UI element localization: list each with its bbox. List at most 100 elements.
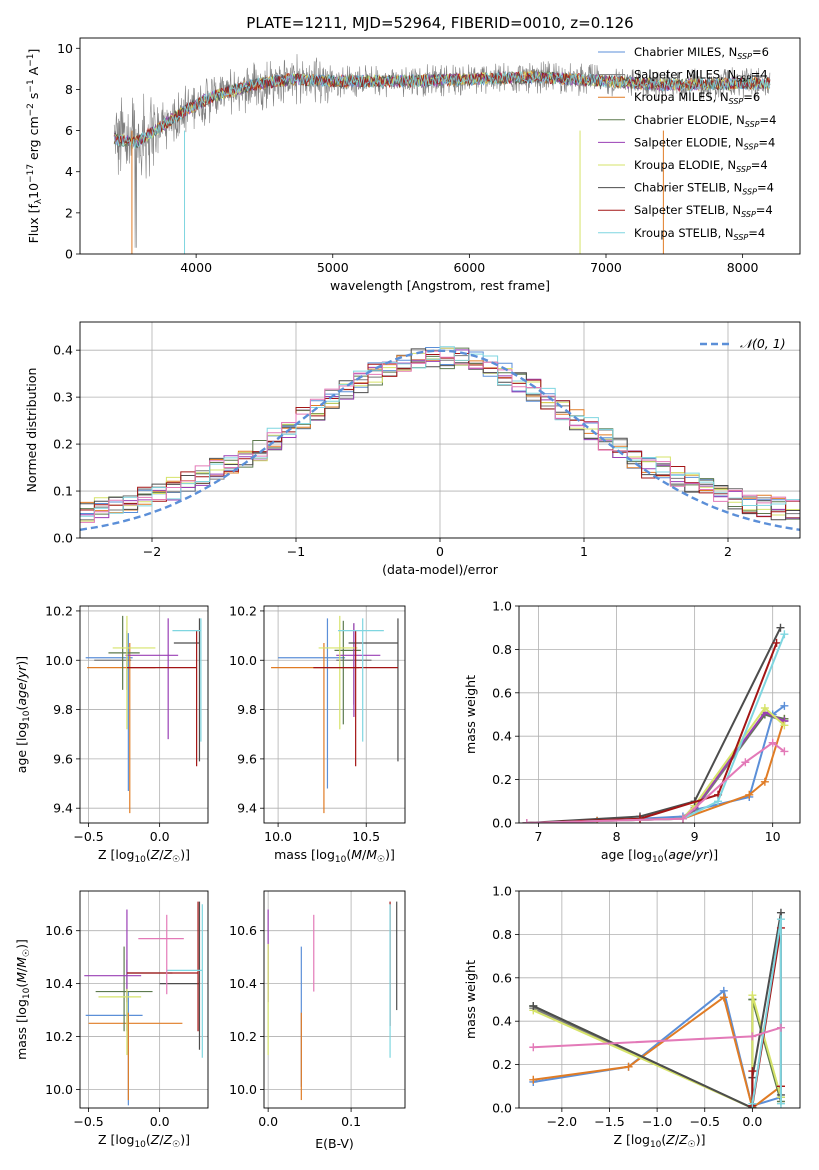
label-part: 10 — [22, 987, 32, 999]
legend-sub: SSP — [734, 233, 749, 242]
label-part: )] — [708, 847, 718, 862]
x-axis-label-ebv: E(B-V) — [315, 1136, 354, 1151]
plus-marker — [529, 1002, 538, 1011]
legend-entry: Kroupa MILES, NSSP=6 — [634, 90, 760, 106]
legend-entry: Kroupa ELODIE, NSSP=4 — [634, 158, 768, 174]
x-tick-label: 0.0 — [150, 829, 170, 844]
legend-sub: SSP — [736, 75, 751, 84]
x-tick-label: 8000 — [727, 260, 759, 275]
y-tick-label: 9.6 — [237, 751, 257, 766]
y-tick-label: 9.8 — [237, 702, 257, 717]
legend-n: =6 — [752, 45, 769, 59]
x-tick-label: 0.0 — [742, 1114, 762, 1129]
x-axis-label: Z [log10(Z/Z☉)] — [98, 1132, 190, 1150]
plus-marker — [748, 1032, 757, 1041]
panel-mass_vs_EBV: 0.0 0.1 10.0 10.2 10.4 10.6 — [229, 890, 406, 1129]
panel-residuals: −2 −1 0 1 2 0.0 0.1 0.2 0.3 0.4 𝒩(0, 1) (data-model… — [24, 321, 801, 577]
y-tick-label: 0.0 — [492, 1101, 512, 1116]
legend-entry: Kroupa STELIB, NSSP=4 — [634, 226, 765, 242]
y-tick-label: 9.6 — [53, 751, 73, 766]
x-axis-label: Z [log10(Z/Z☉)] — [613, 1132, 705, 1150]
label-part: ☉ — [688, 1140, 696, 1150]
legend-series-name: Salpeter STELIB, N — [634, 203, 741, 217]
legend-sub: SSP — [737, 52, 752, 61]
x-tick-label: 10.5 — [352, 829, 380, 844]
spectrum-model-line — [113, 70, 771, 149]
legend-entry: Chabrier MILES, NSSP=6 — [634, 45, 769, 61]
plot-area-mass_vs_Z — [80, 891, 208, 1108]
axes-frame — [79, 321, 801, 539]
label-part: Z [log — [613, 1132, 649, 1147]
label-part: ( — [146, 847, 151, 862]
plus-marker — [529, 1075, 538, 1084]
panel-spectrum: 4000 5000 6000 7000 8000 0 2 4 6 8 10 Chabrier MILE… — [26, 37, 801, 293]
legend-entry: Salpeter MILES, NSSP=4 — [634, 68, 768, 84]
x-tick-label: −1.5 — [594, 1114, 624, 1129]
x-tick-label: 9 — [691, 829, 699, 844]
legend-n: =4 — [756, 203, 773, 217]
label-part: / — [692, 847, 697, 862]
y-axis-label: mass weight — [463, 960, 478, 1039]
y-tick-label: 10.2 — [229, 603, 257, 618]
legend-entry: Salpeter ELODIE, NSSP=4 — [634, 135, 775, 151]
label-part: ] — [26, 49, 41, 54]
x-tick-label: 10.0 — [264, 829, 292, 844]
label-part: )] — [385, 847, 395, 862]
panel-massweight_vs_Z: −2.0 −1.5 −1.0 −0.5 0.0 0.0 0.2 0.4 0.6 0.8 1.0 Z [… — [463, 884, 801, 1150]
legend-n: =4 — [760, 113, 777, 127]
label-part: age [log — [14, 722, 29, 773]
plot-area-massweight_vs_Z — [519, 891, 800, 1108]
plus-marker — [760, 703, 769, 712]
legend-sub: SSP — [745, 120, 760, 129]
y-tick-label: 10.6 — [45, 923, 73, 938]
y-tick-label: 0.8 — [492, 642, 512, 657]
y-tick-label: 0.6 — [492, 685, 512, 700]
axes-frame — [79, 37, 801, 255]
y-tick-label: 1.0 — [492, 884, 512, 899]
y-tick-label: 0.2 — [492, 1057, 512, 1072]
x-axis-label: age [log10(age/yr)] — [601, 847, 718, 865]
y-tick-label: 0.8 — [492, 927, 512, 942]
legend-sub: SSP — [742, 188, 757, 197]
legend-n: =6 — [743, 90, 760, 104]
plus-marker — [776, 623, 785, 632]
label-part: M — [351, 847, 362, 862]
label-part: )] — [696, 1132, 706, 1147]
label-part: Z — [665, 1132, 675, 1147]
y-tick-label: 0 — [65, 247, 73, 262]
y-tick-label: 0.2 — [492, 772, 512, 787]
y-tick-label: 8 — [65, 82, 73, 97]
x-tick-label: 4000 — [180, 260, 212, 275]
legend-series-name: Salpeter ELODIE, N — [634, 135, 744, 149]
x-tick-label: −2 — [143, 544, 161, 559]
plus-marker — [745, 790, 754, 799]
x-tick-label: −1 — [287, 544, 305, 559]
legend-entry: Chabrier ELODIE, NSSP=4 — [634, 113, 776, 129]
plus-marker — [529, 1043, 538, 1052]
label-part: −1 — [26, 54, 36, 67]
label-part: )] — [180, 1132, 190, 1147]
label-part: yr — [14, 665, 29, 679]
plot-area-massweight_vs_age — [519, 606, 800, 823]
y-tick-label: 0.0 — [492, 816, 512, 831]
legend-sub: SSP — [744, 142, 759, 151]
y-tick-label: 10.4 — [45, 976, 73, 991]
label-part: 10 — [652, 855, 664, 865]
label-part: Z — [163, 847, 173, 862]
x-tick-label: 2 — [724, 544, 732, 559]
y-axis-label: Normed distribution — [24, 368, 39, 493]
label-part: )] — [14, 939, 29, 949]
y-tick-label: 0.2 — [53, 437, 73, 452]
label-part: Z — [163, 1132, 173, 1147]
label-part: 10 — [335, 855, 347, 865]
legend-n: =4 — [758, 135, 775, 149]
x-tick-label: 0 — [436, 544, 444, 559]
plus-marker — [678, 814, 687, 823]
x-axis-label: Z [log10(Z/Z☉)] — [98, 847, 190, 865]
x-tick-label: 0.0 — [150, 1114, 170, 1129]
label-part: 10 — [26, 183, 41, 199]
x-tick-label: 8 — [613, 829, 621, 844]
label-part: s — [26, 93, 41, 104]
label-part: 10 — [134, 1140, 146, 1150]
